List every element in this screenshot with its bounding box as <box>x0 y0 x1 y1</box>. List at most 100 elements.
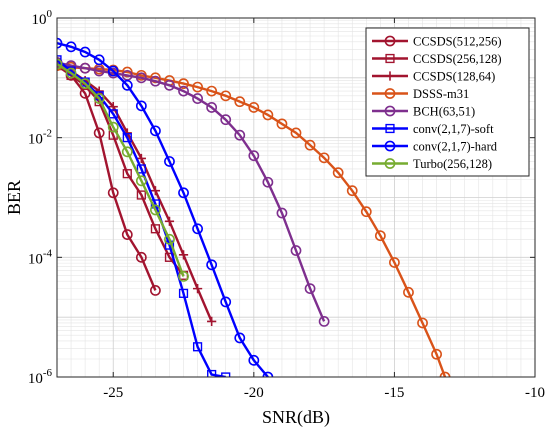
data-point <box>122 169 132 179</box>
legend: CCSDS(512,256) CCSDS(256,128) CCSDS(128,64… <box>365 27 530 177</box>
data-point <box>318 315 330 327</box>
data-point <box>374 230 386 242</box>
data-point <box>234 96 246 108</box>
data-point <box>164 79 175 91</box>
y-axis-label: BER <box>4 180 24 215</box>
data-point <box>276 118 288 130</box>
data-point <box>234 332 246 344</box>
plot-border <box>56 17 536 378</box>
data-point <box>57 55 62 65</box>
data-point <box>122 133 132 143</box>
series-CCSDS(256,128) <box>57 61 189 280</box>
data-point <box>136 190 146 200</box>
x-tick-label: -10 <box>525 385 545 401</box>
data-point <box>403 286 414 298</box>
legend-entry: CCSDS(512,256) <box>372 35 502 49</box>
data-point <box>108 109 118 119</box>
data-point <box>248 354 260 366</box>
legend-label: BCH(63,51) <box>413 105 475 119</box>
legend-label: CCSDS(256,128) <box>413 52 502 66</box>
data-point <box>79 62 91 74</box>
data-point <box>248 150 260 162</box>
data-point <box>385 53 395 64</box>
data-point <box>150 75 161 87</box>
data-point <box>107 187 119 199</box>
legend-entry: Turbo(256,128) <box>372 157 492 171</box>
data-point <box>178 187 189 199</box>
data-point <box>206 102 218 113</box>
data-point <box>150 224 161 234</box>
data-point <box>65 67 77 79</box>
data-point <box>93 127 105 139</box>
data-point <box>150 125 161 137</box>
series-Turbo(256,128) <box>57 58 189 282</box>
legend-label: DSSS-m31 <box>413 87 469 101</box>
data-point <box>360 206 372 218</box>
data-point <box>136 164 146 174</box>
data-point <box>164 233 175 245</box>
data-point <box>121 66 133 78</box>
legend-entry: conv(2,1,7)-hard <box>372 140 498 154</box>
data-point <box>79 78 91 90</box>
data-point <box>150 285 161 296</box>
series-CCSDS(128,64) <box>57 57 217 326</box>
data-point <box>164 156 175 167</box>
data-point <box>346 185 358 197</box>
data-point <box>304 139 316 151</box>
x-tick-label: -20 <box>244 385 264 401</box>
y-tick-label: 10-6 <box>28 367 53 387</box>
legend-entry: DSSS-m31 <box>372 87 469 101</box>
data-point <box>318 152 330 164</box>
series-line <box>57 41 269 377</box>
data-point <box>93 54 105 66</box>
data-point <box>248 102 260 113</box>
data-point <box>192 342 203 352</box>
data-point <box>150 186 161 196</box>
data-point <box>192 81 203 93</box>
data-point <box>384 105 396 117</box>
y-tick-label: 10-2 <box>28 128 52 148</box>
legend-label: CCSDS(512,256) <box>413 35 502 49</box>
data-point <box>107 65 119 77</box>
data-point <box>384 140 396 152</box>
data-point <box>135 175 147 187</box>
data-point <box>290 245 302 256</box>
data-point <box>276 207 288 219</box>
data-point <box>93 93 105 104</box>
data-point <box>384 35 396 47</box>
data-point <box>121 146 133 158</box>
data-point <box>121 229 133 240</box>
x-axis-label: SNR(dB) <box>262 407 330 428</box>
data-point <box>192 284 203 294</box>
data-point <box>65 41 77 53</box>
legend-label: conv(2,1,7)-soft <box>413 122 494 136</box>
data-point <box>207 369 217 377</box>
tick-labels: -25 -20 -15 -10 100 10-2 10-4 10-6 <box>28 8 545 401</box>
data-point <box>262 176 274 188</box>
data-point <box>417 317 428 329</box>
legend-box <box>365 27 530 177</box>
legend-entry: CCSDS(128,64) <box>372 70 495 84</box>
data-point <box>107 121 119 133</box>
y-tick-label: 10-4 <box>28 247 53 267</box>
data-point <box>164 216 175 226</box>
data-point <box>207 316 217 326</box>
data-point <box>385 123 395 134</box>
data-point <box>150 204 161 216</box>
data-point <box>135 72 147 84</box>
x-tick-label: -25 <box>103 385 123 401</box>
data-point <box>206 85 218 97</box>
data-point <box>262 109 274 121</box>
data-point <box>121 79 133 91</box>
data-point <box>290 127 302 139</box>
data-point <box>234 129 246 141</box>
data-point <box>79 46 91 58</box>
legend-entry: CCSDS(256,128) <box>372 52 502 66</box>
data-point <box>93 65 105 77</box>
data-point <box>220 90 232 102</box>
data-point <box>431 348 442 360</box>
data-point <box>384 88 396 99</box>
data-point <box>192 223 203 235</box>
data-point <box>206 259 218 271</box>
